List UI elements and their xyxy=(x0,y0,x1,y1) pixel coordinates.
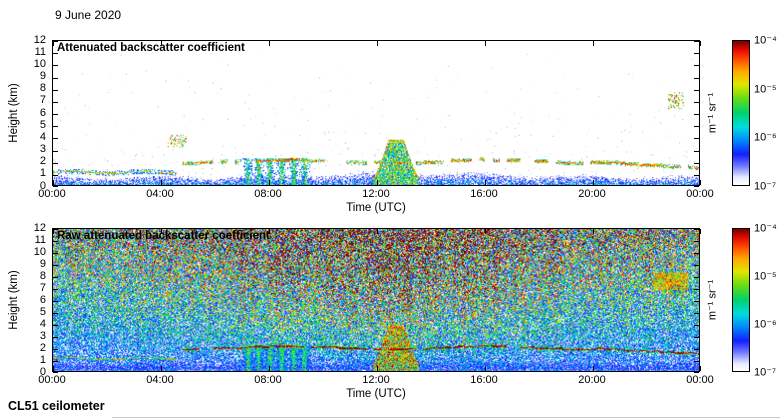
y-tick-label: 7 xyxy=(39,94,46,107)
x-axis-label: Time (UTC) xyxy=(346,388,406,400)
y-axis-tick-labels: 0 1 2 3 4 5 6 7 8 9 10 11 12 xyxy=(26,222,48,378)
colorbar-tick-labels: 10⁻⁴ 10⁻⁵ 10⁻⁶ 10⁻⁷ xyxy=(754,223,780,379)
y-tick-label: 3 xyxy=(39,143,46,155)
y-tick-label: 8 xyxy=(39,82,46,95)
y-tick-label: 9 xyxy=(39,257,46,270)
plot-area-attenuated: Attenuated backscatter coefficient xyxy=(52,40,701,187)
y-tick-label: 3 xyxy=(39,329,46,342)
y-tick-label: 6 xyxy=(39,293,46,306)
y-tick-label: 12 xyxy=(33,33,46,46)
x-tick-label: 04:00 xyxy=(146,374,174,386)
colorbar-tick-labels: 10⁻⁴ 10⁻⁵ 10⁻⁶ 10⁻⁷ xyxy=(754,35,780,193)
x-tick-label: 12:00 xyxy=(362,188,390,200)
x-tick-label: 00:00 xyxy=(686,374,714,386)
panel-raw-backscatter: Height (km) 0 1 2 3 4 5 6 7 8 9 10 11 12 Raw attenua… xyxy=(0,222,780,401)
date-label: 9 June 2020 xyxy=(55,8,122,22)
y-axis-tick-labels: 0 1 2 3 4 5 6 7 8 9 10 11 12 xyxy=(26,34,48,192)
colorbar-tick-label: 10⁻⁷ xyxy=(754,180,777,193)
colorbar-unit-label: m⁻¹ sr⁻¹ xyxy=(706,279,719,321)
y-tick-label: 8 xyxy=(39,269,46,282)
y-tick-label: 5 xyxy=(39,305,46,318)
y-tick-label: 11 xyxy=(34,233,46,246)
panel-attenuated-backscatter: Height (km) 0 1 2 3 4 5 6 7 8 9 10 11 12 Attenuated … xyxy=(0,34,780,215)
y-axis-label: Height (km) xyxy=(8,83,20,143)
colorbar-tick-label: 10⁻⁵ xyxy=(754,83,777,96)
x-axis-tick-labels: 00:00 04:00 08:00 12:00 16:00 20:00 00:00 xyxy=(38,186,714,200)
x-tick-label: 20:00 xyxy=(578,374,606,386)
x-tick-label: 16:00 xyxy=(470,188,498,200)
y-tick-label: 0 xyxy=(39,179,46,192)
x-tick-label: 08:00 xyxy=(254,188,282,200)
colorbar-tick-label: 10⁻⁷ xyxy=(754,366,777,379)
x-tick-label: 00:00 xyxy=(38,188,66,200)
y-tick-label: 1 xyxy=(39,353,46,366)
x-tick-label: 16:00 xyxy=(470,374,498,386)
y-tick-label: 4 xyxy=(39,317,46,330)
colorbar-tick-label: 10⁻⁴ xyxy=(754,222,777,235)
y-tick-label: 0 xyxy=(39,365,46,378)
x-tick-label: 20:00 xyxy=(578,188,606,200)
plot-area-raw: Raw attenuated backscatter coefficient xyxy=(52,228,701,373)
y-tick-label: 10 xyxy=(33,57,46,70)
attenuated-backscatter-heatmap xyxy=(53,41,699,185)
colorbar xyxy=(732,228,750,372)
colorbar-gradient xyxy=(733,41,749,185)
colorbar-gradient xyxy=(733,229,749,371)
y-tick-label: 4 xyxy=(39,130,46,143)
colorbar-tick-label: 10⁻⁶ xyxy=(754,131,777,144)
colorbar-unit-label: m⁻¹ sr⁻¹ xyxy=(706,92,719,134)
y-tick-label: 5 xyxy=(39,118,46,131)
y-tick-label: 2 xyxy=(39,341,46,354)
y-tick-label: 2 xyxy=(39,155,46,168)
panel-title-attenuated: Attenuated backscatter coefficient xyxy=(57,42,245,54)
x-tick-label: 00:00 xyxy=(686,188,714,200)
colorbar-tick-label: 10⁻⁴ xyxy=(754,34,777,47)
y-tick-label: 6 xyxy=(39,106,46,119)
y-axis-label: Height (km) xyxy=(8,270,20,330)
y-tick-label: 10 xyxy=(33,245,46,258)
x-tick-label: 12:00 xyxy=(362,374,390,386)
x-tick-label: 08:00 xyxy=(254,374,282,386)
panel-title-raw: Raw attenuated backscatter coefficient xyxy=(57,230,270,242)
x-tick-label: 04:00 xyxy=(146,188,174,200)
x-tick-label: 00:00 xyxy=(38,374,66,386)
bottom-divider xyxy=(112,417,780,418)
y-tick-label: 11 xyxy=(34,45,46,58)
colorbar-tick-label: 10⁻⁶ xyxy=(754,318,777,331)
colorbar xyxy=(732,40,750,186)
x-axis-label: Time (UTC) xyxy=(346,202,406,214)
y-tick-label: 1 xyxy=(39,167,46,180)
raw-backscatter-heatmap xyxy=(53,229,699,371)
y-tick-label: 9 xyxy=(39,70,46,82)
instrument-label: CL51 ceilometer xyxy=(8,399,105,413)
x-axis-tick-labels: 00:00 04:00 08:00 12:00 16:00 20:00 00:00 xyxy=(38,372,714,386)
y-tick-label: 7 xyxy=(39,281,46,294)
y-tick-label: 12 xyxy=(33,221,46,234)
colorbar-tick-label: 10⁻⁵ xyxy=(754,270,777,283)
